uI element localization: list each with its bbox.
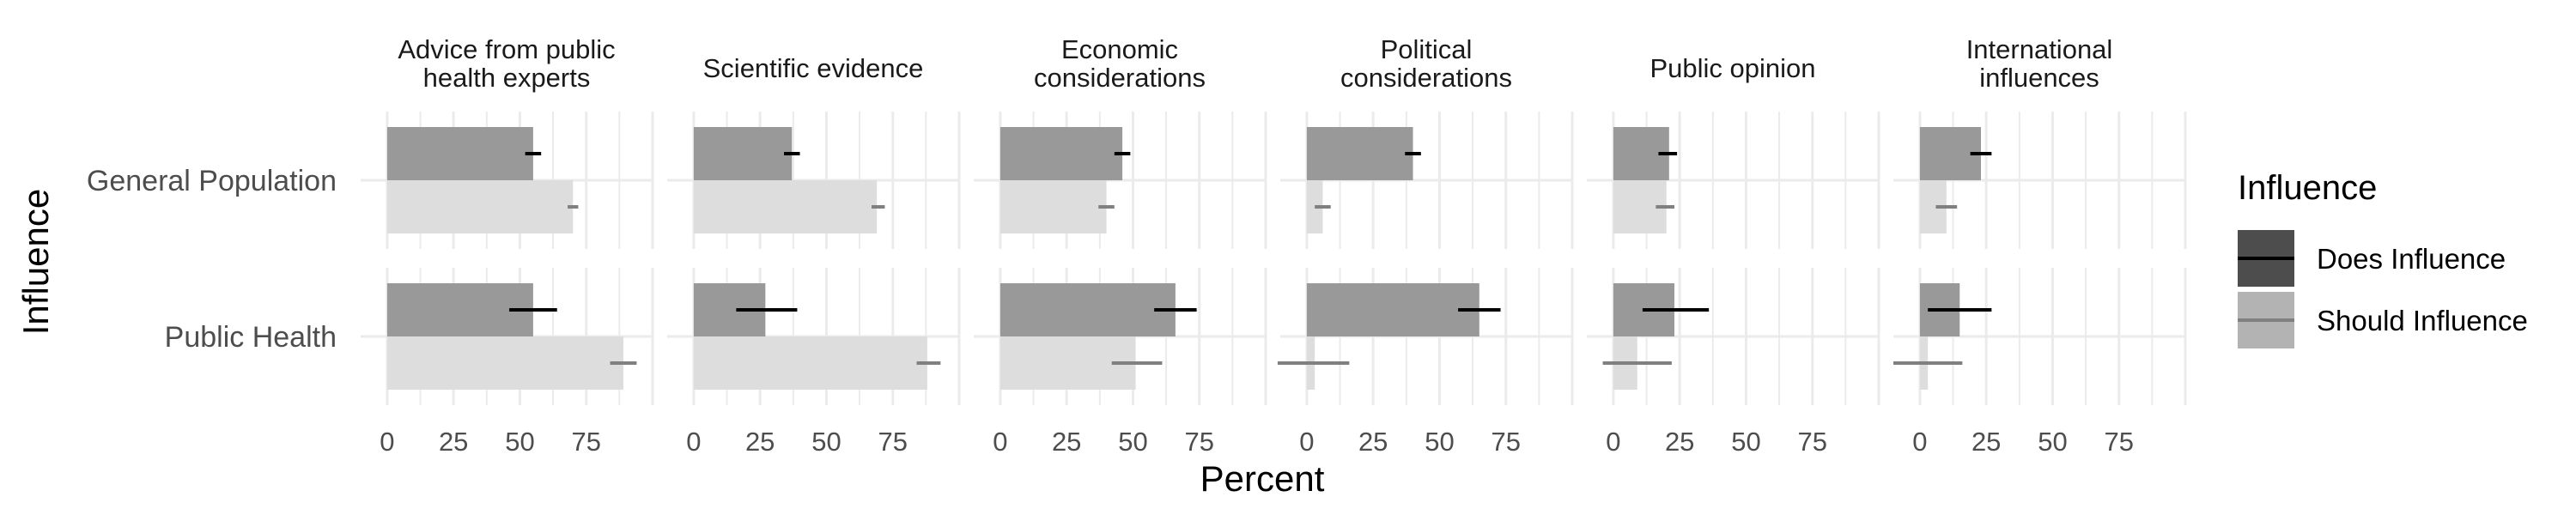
bar-should-influence <box>386 336 623 390</box>
legend-label: Does Influence <box>2317 243 2506 275</box>
x-tick-label: 0 <box>686 427 701 457</box>
x-tick-label: 25 <box>745 427 775 457</box>
facet-title: Public opinion <box>1649 53 1815 83</box>
facet-title: Political <box>1381 34 1473 64</box>
row-label: Public Health <box>165 321 337 354</box>
x-tick-label: 50 <box>1118 427 1147 457</box>
facet-panel: Public opinion 0 25 50 75 <box>1587 53 1880 457</box>
bar-should-influence <box>693 336 927 390</box>
x-tick-label: 75 <box>2104 427 2133 457</box>
facet-title: Advice from public <box>398 34 615 64</box>
row-labels: General Population Public Health <box>87 165 337 354</box>
facet-title: health experts <box>423 63 591 93</box>
x-tick-label: 0 <box>993 427 1007 457</box>
x-tick-label: 50 <box>505 427 534 457</box>
bar-does-influence <box>386 127 533 180</box>
facet-title: Economic <box>1061 34 1178 64</box>
row-label: General Population <box>87 165 337 197</box>
x-tick-label: 25 <box>439 427 468 457</box>
x-tick-label: 75 <box>1491 427 1520 457</box>
facet-panel: Scientific evidence 0 25 50 75 <box>667 53 961 457</box>
facet-title: International <box>1966 34 2113 64</box>
facet-title: Scientific evidence <box>703 53 924 83</box>
x-tick-label: 50 <box>1731 427 1760 457</box>
x-tick-label: 50 <box>811 427 841 457</box>
bar-does-influence <box>1306 127 1413 180</box>
facet-title: influences <box>1979 63 2099 93</box>
x-tick-label: 75 <box>571 427 600 457</box>
x-tick-label: 50 <box>1425 427 1454 457</box>
facet-title: considerations <box>1034 63 1206 93</box>
bar-should-influence <box>693 180 878 233</box>
x-tick-label: 50 <box>2038 427 2067 457</box>
x-tick-label: 25 <box>1665 427 1694 457</box>
x-tick-label: 75 <box>1797 427 1826 457</box>
y-axis-title: Influence <box>15 189 56 335</box>
facet-title: considerations <box>1340 63 1512 93</box>
x-tick-label: 0 <box>1299 427 1314 457</box>
legend-title: Influence <box>2238 169 2377 207</box>
bar-does-influence <box>693 127 793 180</box>
legend: Influence Does Influence Should Influence <box>2238 169 2528 348</box>
legend-label: Should Influence <box>2317 305 2528 336</box>
x-tick-label: 0 <box>380 427 394 457</box>
x-tick-label: 25 <box>1971 427 2001 457</box>
x-tick-label: 25 <box>1358 427 1388 457</box>
x-tick-label: 75 <box>878 427 907 457</box>
x-tick-label: 75 <box>1184 427 1213 457</box>
legend-item: Does Influence <box>2238 230 2506 287</box>
x-axis-title: Percent <box>1200 458 1325 499</box>
bar-does-influence <box>386 283 533 336</box>
x-tick-label: 25 <box>1052 427 1081 457</box>
bar-does-influence <box>999 283 1176 336</box>
x-tick-label: 0 <box>1606 427 1620 457</box>
legend-item: Should Influence <box>2238 292 2528 348</box>
bar-does-influence <box>999 127 1123 180</box>
bar-should-influence <box>386 180 574 233</box>
bar-should-influence <box>999 180 1107 233</box>
bar-does-influence <box>1306 283 1479 336</box>
x-tick-label: 0 <box>1912 427 1927 457</box>
